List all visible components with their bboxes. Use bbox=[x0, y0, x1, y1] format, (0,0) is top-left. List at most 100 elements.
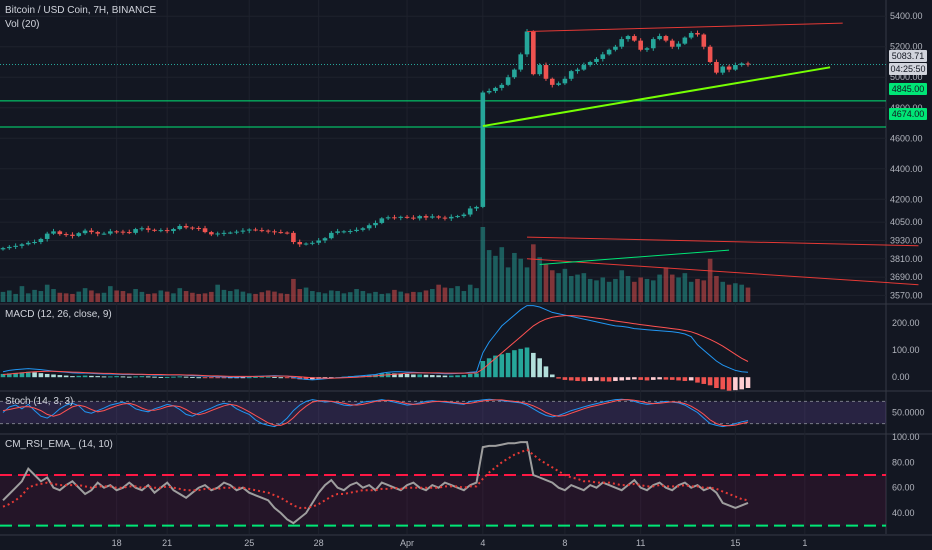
volume-bar bbox=[726, 284, 732, 302]
volume-bar bbox=[76, 291, 82, 302]
volume-bar bbox=[575, 274, 580, 302]
level-badge-lower: 4674.00 bbox=[889, 108, 927, 120]
volume-bar bbox=[707, 258, 713, 302]
candle-body bbox=[253, 229, 258, 231]
volume-bar bbox=[701, 280, 707, 302]
candle-body bbox=[568, 71, 574, 79]
volume-bar bbox=[587, 278, 593, 302]
candle-body bbox=[613, 46, 618, 50]
volume-bar bbox=[89, 290, 94, 302]
candle-body bbox=[63, 234, 69, 236]
x-tick-label: 21 bbox=[162, 538, 172, 548]
macd-legend: MACD (12, 26, close, 9) bbox=[5, 309, 112, 320]
macd-histogram-bar bbox=[202, 377, 208, 379]
candle-body bbox=[688, 32, 694, 38]
pane-price bbox=[0, 0, 886, 303]
candle-body bbox=[442, 217, 448, 219]
candle-body bbox=[44, 233, 50, 239]
candle-body bbox=[297, 242, 303, 245]
macd-tick-label: 0.00 bbox=[892, 372, 910, 382]
candle-body bbox=[650, 39, 656, 49]
candle-body bbox=[341, 231, 347, 233]
macd-histogram-bar bbox=[126, 376, 132, 378]
macd-histogram-bar bbox=[272, 376, 277, 378]
candle-body bbox=[594, 58, 599, 62]
candle-body bbox=[316, 240, 321, 243]
rsi-tick-label: 80.00 bbox=[892, 457, 915, 467]
macd-histogram-bar bbox=[505, 352, 511, 378]
candle-body bbox=[537, 65, 542, 75]
volume-bar bbox=[556, 273, 561, 302]
candle-body bbox=[505, 77, 511, 85]
x-tick-label: 11 bbox=[636, 538, 645, 548]
volume-bar bbox=[297, 289, 303, 302]
macd-histogram-bar bbox=[114, 376, 119, 378]
volume-bar bbox=[120, 291, 126, 302]
volume-bar bbox=[7, 290, 12, 302]
candle-body bbox=[726, 66, 732, 70]
macd-histogram-bar bbox=[13, 372, 18, 378]
volume-bar bbox=[152, 293, 157, 302]
macd-histogram-bar bbox=[461, 375, 467, 378]
macd-histogram-bar bbox=[430, 375, 435, 378]
volume-bar bbox=[398, 291, 404, 302]
candle-body bbox=[632, 36, 637, 41]
volume-bar bbox=[44, 284, 50, 302]
macd-histogram-bar bbox=[164, 376, 170, 378]
candle-body bbox=[531, 31, 536, 75]
candle-body bbox=[272, 231, 277, 233]
macd-histogram-bar bbox=[291, 377, 296, 379]
macd-histogram-bar bbox=[120, 376, 126, 378]
candle-body bbox=[360, 228, 366, 230]
candle-body bbox=[215, 233, 220, 235]
macd-histogram-bar bbox=[423, 374, 429, 378]
candle-body bbox=[524, 31, 530, 55]
macd-histogram-bar bbox=[253, 376, 258, 378]
macd-histogram-bar bbox=[486, 358, 492, 378]
volume-bar bbox=[278, 293, 284, 302]
macd-histogram-bar bbox=[695, 377, 700, 383]
volume-bar bbox=[455, 286, 460, 302]
macd-tick-label: 200.00 bbox=[892, 318, 920, 328]
candle-body bbox=[95, 232, 101, 234]
volume-bar bbox=[436, 284, 441, 302]
volume-bar bbox=[354, 289, 359, 302]
x-tick-label: 18 bbox=[112, 538, 122, 548]
rsi-band bbox=[0, 475, 886, 526]
macd-histogram-bar bbox=[581, 377, 587, 382]
volume-bar bbox=[669, 274, 675, 302]
candle-body bbox=[676, 43, 681, 47]
volume-bar bbox=[57, 292, 63, 302]
candle-body bbox=[329, 232, 334, 239]
macd-histogram-bar bbox=[556, 377, 561, 379]
volume-bar bbox=[82, 288, 88, 302]
volume-bar bbox=[486, 250, 492, 302]
volume-bar bbox=[461, 291, 467, 302]
candle-body bbox=[455, 216, 460, 218]
volume-bar bbox=[714, 276, 719, 302]
volume-trend-upper bbox=[527, 236, 919, 247]
candle-body bbox=[461, 214, 467, 217]
price-tick-label: 3810.00 bbox=[890, 254, 923, 264]
candle-body bbox=[436, 216, 441, 218]
level-badge-upper: 4845.00 bbox=[889, 83, 927, 95]
volume-bar bbox=[322, 293, 328, 302]
macd-histogram-bar bbox=[411, 374, 416, 378]
volume-bar bbox=[133, 289, 138, 302]
candle-body bbox=[392, 217, 397, 219]
volume-bar bbox=[644, 278, 650, 302]
volume-bar bbox=[657, 274, 662, 302]
x-tick-label: 15 bbox=[730, 538, 740, 548]
volume-bar bbox=[543, 264, 549, 302]
rsi-legend: CM_RSI_EMA_ (14, 10) bbox=[5, 439, 113, 450]
price-tick-label: 4200.00 bbox=[890, 194, 923, 204]
macd-histogram-bar bbox=[417, 374, 422, 378]
macd-histogram-bar bbox=[619, 377, 625, 381]
macd-histogram-bar bbox=[644, 377, 650, 381]
price-tick-label: 3570.00 bbox=[890, 290, 923, 300]
candle-body bbox=[152, 229, 157, 231]
candle-body bbox=[240, 230, 246, 232]
price-tick-label: 4800.00 bbox=[890, 103, 923, 113]
volume-bar bbox=[594, 280, 599, 302]
